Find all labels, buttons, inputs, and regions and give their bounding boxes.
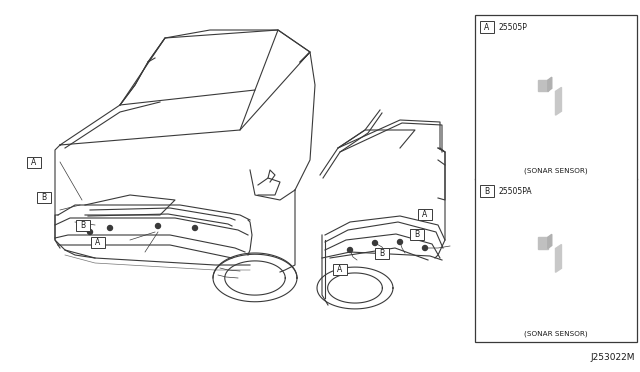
Text: J253022M: J253022M xyxy=(591,353,635,362)
Circle shape xyxy=(422,246,428,250)
Text: A: A xyxy=(337,265,342,274)
Text: B: B xyxy=(42,193,47,202)
Circle shape xyxy=(397,240,403,244)
Text: 25505PA: 25505PA xyxy=(499,187,532,196)
Polygon shape xyxy=(538,237,548,248)
Text: (SONAR SENSOR): (SONAR SENSOR) xyxy=(524,167,588,174)
Polygon shape xyxy=(556,87,561,115)
Circle shape xyxy=(372,241,378,246)
Bar xyxy=(480,185,494,196)
Bar xyxy=(410,228,424,240)
Bar xyxy=(76,219,90,231)
Text: A: A xyxy=(31,158,36,167)
Circle shape xyxy=(348,247,353,253)
Text: 25505P: 25505P xyxy=(499,23,528,32)
Polygon shape xyxy=(538,80,548,92)
Circle shape xyxy=(108,225,113,231)
Polygon shape xyxy=(556,244,561,272)
Bar xyxy=(91,237,105,247)
Text: B: B xyxy=(484,187,490,196)
Bar xyxy=(333,263,347,275)
Text: (SONAR SENSOR): (SONAR SENSOR) xyxy=(524,331,588,337)
Text: A: A xyxy=(484,23,490,32)
Polygon shape xyxy=(548,77,552,92)
Bar xyxy=(375,247,389,259)
Text: B: B xyxy=(81,221,86,230)
Text: A: A xyxy=(422,210,428,219)
Bar xyxy=(480,21,494,33)
Bar xyxy=(418,208,432,219)
Circle shape xyxy=(88,230,93,234)
Bar xyxy=(475,15,637,342)
Polygon shape xyxy=(548,234,552,248)
Bar xyxy=(27,157,41,167)
Circle shape xyxy=(193,225,198,231)
Circle shape xyxy=(156,224,161,228)
Bar xyxy=(37,192,51,202)
Text: B: B xyxy=(415,230,420,239)
Text: A: A xyxy=(95,238,100,247)
Text: B: B xyxy=(380,249,385,258)
